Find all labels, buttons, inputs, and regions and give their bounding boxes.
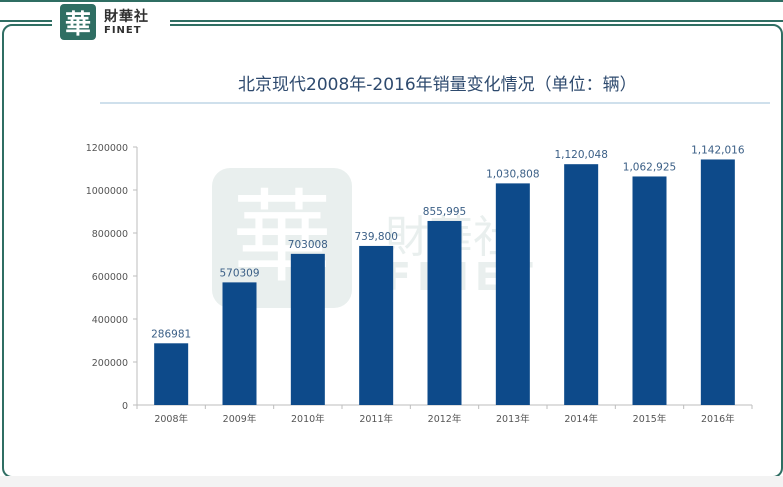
x-tick-label: 2016年 <box>701 413 735 425</box>
y-tick-label: 600000 <box>92 272 128 283</box>
x-tick-label: 2013年 <box>496 413 530 425</box>
data-label: 286981 <box>151 328 191 340</box>
x-tick-label: 2015年 <box>633 413 667 425</box>
x-tick-label: 2009年 <box>223 413 257 425</box>
bar <box>222 282 257 405</box>
x-tick-label: 2011年 <box>359 413 393 425</box>
y-tick-label: 1200000 <box>86 143 128 154</box>
logo: 華 財華社 FINET <box>52 2 170 42</box>
y-tick-label: 0 <box>122 401 128 412</box>
top-rule <box>0 0 783 2</box>
data-label: 1,062,925 <box>623 161 676 173</box>
x-tick-label: 2012年 <box>428 413 462 425</box>
logo-mark-icon: 華 <box>60 4 96 40</box>
bar <box>700 159 735 405</box>
x-tick-label: 2010年 <box>291 413 325 425</box>
y-tick-label: 1000000 <box>86 186 128 197</box>
data-label: 739,800 <box>354 231 397 243</box>
data-label: 1,030,808 <box>486 168 539 180</box>
data-label: 1,142,016 <box>691 144 745 156</box>
bar <box>290 253 325 405</box>
x-tick-label: 2008年 <box>154 413 188 425</box>
bar <box>495 183 530 405</box>
data-label: 1,120,048 <box>554 149 607 161</box>
bottom-bar <box>0 476 783 487</box>
bar <box>632 176 667 405</box>
bar <box>154 343 189 405</box>
data-label: 703008 <box>288 239 328 251</box>
y-tick-label: 400000 <box>92 315 128 326</box>
title-underline <box>100 102 770 104</box>
y-tick-label: 800000 <box>92 229 128 240</box>
x-tick-label: 2014年 <box>564 413 598 425</box>
bar <box>359 245 394 405</box>
bar <box>564 164 599 405</box>
bar <box>427 220 462 405</box>
chart-title: 北京现代2008年-2016年销量变化情况（单位：辆） <box>238 75 637 95</box>
data-label: 855,995 <box>423 206 466 218</box>
logo-name-cn: 財華社 <box>104 9 149 25</box>
y-tick-label: 200000 <box>92 358 128 369</box>
header-line <box>0 20 783 22</box>
logo-name-en: FINET <box>104 25 142 36</box>
data-label: 570309 <box>219 267 259 279</box>
